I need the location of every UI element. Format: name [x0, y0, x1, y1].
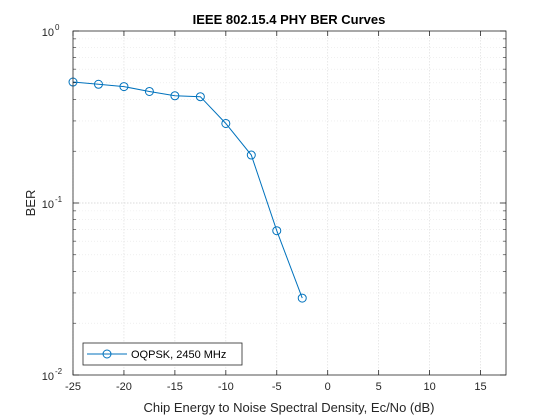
y-tick-label-exponent: -1	[55, 195, 63, 204]
x-tick-label: -10	[218, 381, 234, 393]
data-point-marker	[297, 293, 307, 303]
legend: OQPSK, 2450 MHz	[82, 342, 243, 366]
x-tick-label: -5	[272, 381, 282, 393]
data-point-marker	[93, 79, 103, 89]
x-tick-label: 5	[376, 381, 382, 393]
y-tick-label: 10	[42, 199, 54, 211]
data-point-marker	[195, 92, 205, 102]
y-tick-label-exponent: 0	[55, 23, 60, 32]
data-point-marker	[119, 82, 129, 92]
legend-box	[82, 342, 243, 366]
y-tick-label: 10	[42, 27, 54, 39]
series-line	[72, 81, 303, 299]
chart-title: IEEE 802.15.4 PHY BER Curves	[193, 12, 386, 27]
x-axis-label: Chip Energy to Noise Spectral Density, E…	[144, 400, 435, 415]
data-point-marker	[272, 226, 282, 236]
data-point-marker	[144, 86, 154, 96]
data-point-marker	[246, 150, 256, 160]
y-tick-label: 10	[42, 371, 54, 383]
data-point-marker	[221, 118, 231, 128]
data-point-marker	[170, 91, 180, 101]
legend-marker	[102, 349, 112, 359]
legend-label: OQPSK, 2450 MHz	[131, 349, 226, 361]
series-layer	[68, 77, 307, 303]
x-tick-label: -25	[65, 381, 81, 393]
y-tick-label-exponent: -2	[55, 367, 63, 376]
x-tick-label: -20	[116, 381, 132, 393]
y-axis-label: BER	[23, 190, 38, 217]
grid	[72, 31, 506, 375]
x-tick-label: -15	[167, 381, 183, 393]
x-tick-label: 0	[325, 381, 331, 393]
x-tick-label: 10	[423, 381, 435, 393]
x-tick-label: 15	[474, 381, 486, 393]
